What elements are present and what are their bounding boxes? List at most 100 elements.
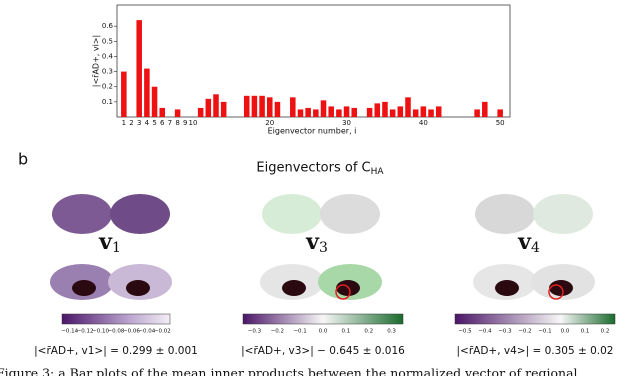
bar: [435, 106, 442, 117]
y-axis-label: |<r̄AD+, vi>|: [92, 35, 101, 87]
x-tick-label: 1: [122, 119, 126, 127]
panel-caption: |<r̄AD+, v3>| − 0.645 ± 0.016: [241, 345, 405, 357]
y-tick-label: 0.3: [102, 68, 113, 76]
colorbar: [242, 313, 404, 325]
colorbar-tick-label: −0.4: [478, 329, 492, 335]
bar: [428, 109, 434, 117]
colorbar-tick-label: −0.14: [61, 329, 78, 335]
colorbar-tick-label: 0.3: [387, 329, 396, 335]
colorbar-tick-label: −0.1: [293, 329, 306, 335]
x-tick-label: 7: [168, 119, 172, 127]
bar: [497, 109, 503, 117]
colorbar-tick-label: −0.04: [138, 329, 155, 335]
eigenvector-label: v3: [305, 229, 328, 256]
y-tick-label: 0.6: [102, 22, 114, 30]
bar: [259, 95, 265, 117]
x-tick-label: 9: [183, 119, 187, 127]
x-tick-label: 8: [175, 119, 179, 127]
bar: [243, 95, 250, 117]
y-tick-label: 0.2: [102, 83, 113, 91]
x-tick-label: 30: [342, 119, 351, 127]
bar: [482, 101, 488, 117]
bar: [205, 98, 212, 117]
eigenvector-sub: 4: [531, 240, 540, 256]
bar: [251, 95, 258, 117]
colorbar: [454, 313, 616, 325]
colorbar-tick-label: −0.3: [248, 329, 262, 335]
colorbar-tick-label: −0.10: [92, 329, 109, 335]
panel-title-sub: HA: [371, 167, 385, 177]
x-tick-label: 6: [160, 119, 165, 127]
figure-caption: Figure 3: a Bar plots of the mean inner …: [0, 366, 578, 377]
bar: [420, 106, 427, 117]
bar: [213, 94, 219, 117]
brain-images: [50, 194, 595, 300]
colorbar-tick-label: −0.06: [123, 329, 140, 335]
x-tick-label: 10: [188, 119, 197, 127]
x-tick-label: 5: [152, 119, 156, 127]
bar: [121, 71, 127, 117]
panel-caption: |<r̄AD+, v4>| = 0.305 ± 0.02: [456, 345, 613, 357]
bar: [405, 97, 411, 117]
bar: [290, 97, 296, 117]
bar: [397, 106, 404, 117]
y-tick-label: 0.1: [102, 98, 113, 106]
colorbar-tick-label: 0.1: [341, 329, 350, 335]
bar: [474, 109, 480, 117]
bar: [197, 107, 204, 117]
bar: [366, 107, 373, 117]
panel-letter: b: [18, 150, 28, 169]
colorbar-tick-label: 0.0: [561, 329, 570, 335]
panel-caption: |<r̄AD+, v1>| = 0.299 ± 0.001: [34, 345, 198, 357]
colorbar-tick-label: 0.1: [581, 329, 590, 335]
x-tick-label: 50: [496, 119, 505, 127]
x-tick-label: 20: [265, 119, 274, 127]
x-tick-label: 4: [145, 119, 150, 127]
bar: [336, 109, 342, 117]
bar: [266, 97, 273, 117]
bar: [151, 86, 158, 117]
x-tick-label: 2: [129, 119, 133, 127]
bar: [220, 101, 227, 117]
bar: [374, 103, 381, 117]
eigenvector-sub: 1: [112, 240, 121, 256]
colorbar-tick-label: −0.08: [108, 329, 125, 335]
bar: [382, 101, 388, 117]
colorbar-tick-label: 0.2: [364, 329, 373, 335]
eigenvector-label: v4: [517, 229, 540, 256]
colorbar-tick-label: −0.02: [154, 329, 171, 335]
bar: [174, 109, 181, 117]
colorbar-tick-label: −0.12: [77, 329, 94, 335]
colorbar-tick-label: −0.3: [498, 329, 512, 335]
bar: [144, 68, 150, 117]
bar: [313, 109, 319, 117]
panel-title: Eigenvectors of CHA: [256, 161, 384, 177]
colorbar-tick-label: −0.1: [538, 329, 551, 335]
colorbar-tick-label: −0.5: [458, 329, 472, 335]
x-tick-label: 40: [419, 119, 428, 127]
colorbar-tick-label: −0.2: [271, 329, 284, 335]
bar: [343, 106, 350, 117]
bar: [320, 100, 327, 117]
bar: [159, 107, 166, 117]
bar: [328, 106, 334, 117]
bar: [351, 107, 358, 117]
plot-frame: [116, 4, 511, 118]
y-tick-label: 0.5: [102, 37, 113, 45]
eigenvector-sub: 3: [319, 240, 328, 256]
bar: [389, 109, 396, 117]
eigenvector-label: v1: [98, 229, 121, 256]
x-tick-label: 3: [137, 119, 141, 127]
colorbar-tick-label: 0.0: [319, 329, 328, 335]
x-axis-label: Eigenvector number, i: [268, 127, 357, 136]
y-tick-label: 0.4: [102, 52, 114, 60]
colorbar-tick-label: 0.2: [601, 329, 610, 335]
bar: [274, 101, 281, 117]
colorbar: [61, 313, 171, 325]
colorbar-tick-label: −0.2: [518, 329, 531, 335]
bar: [412, 109, 419, 117]
bar: [297, 109, 304, 117]
bar: [305, 107, 311, 117]
